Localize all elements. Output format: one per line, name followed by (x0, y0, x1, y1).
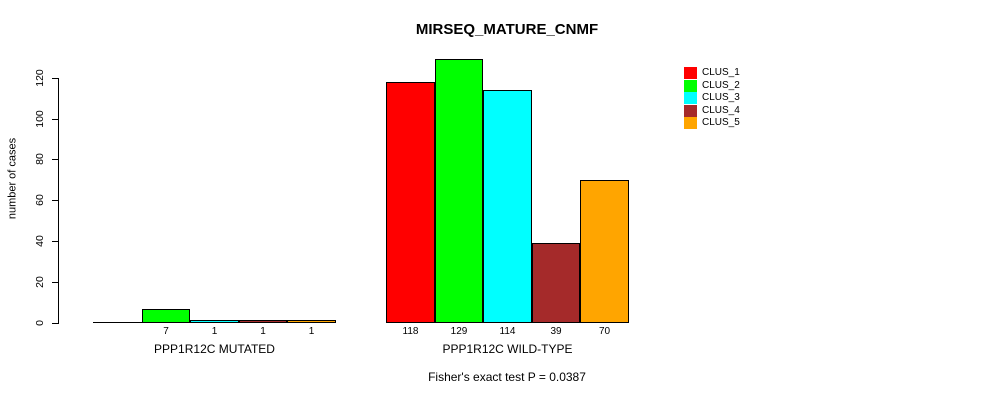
subtitle-pvalue: Fisher's exact test P = 0.0387 (428, 370, 586, 384)
bar (483, 90, 532, 323)
y-tick (52, 159, 58, 160)
legend-label: CLUS_2 (702, 79, 740, 91)
legend-label: CLUS_1 (702, 67, 740, 79)
y-tick (52, 119, 58, 120)
y-tick (52, 282, 58, 283)
bar-zero-height (93, 322, 142, 323)
y-tick (52, 200, 58, 201)
legend-label: CLUS_3 (702, 92, 740, 104)
y-tick (52, 78, 58, 79)
y-tick-label: 120 (34, 69, 46, 87)
bar-value-label: 1 (211, 326, 218, 337)
legend-color-swatch (684, 79, 697, 92)
legend-item: CLUS_1 (684, 67, 740, 80)
bar-value-label: 129 (450, 326, 468, 337)
y-axis-label: number of cases (6, 137, 19, 220)
y-tick (52, 323, 58, 324)
x-category-label: PPP1R12C WILD-TYPE (442, 342, 573, 356)
legend-item: CLUS_4 (684, 104, 740, 118)
bar (287, 320, 336, 323)
bar (580, 180, 629, 323)
legend-item: CLUS_5 (684, 117, 740, 130)
x-category-label: PPP1R12C MUTATED (154, 342, 275, 356)
legend-color-swatch (684, 104, 697, 117)
bar-value-label: 1 (260, 326, 266, 337)
bar-value-label: 70 (598, 326, 611, 337)
bar-value-label: 118 (402, 326, 419, 337)
legend-color-swatch (684, 117, 697, 130)
legend-color-swatch (684, 92, 697, 105)
bar (239, 320, 287, 323)
bar-value-label: 39 (550, 326, 562, 337)
bar (532, 243, 580, 323)
chart-title: MIRSEQ_MATURE_CNMF (415, 21, 599, 38)
bar (142, 309, 190, 323)
legend-item: CLUS_2 (684, 79, 740, 93)
legend-label: CLUS_5 (702, 117, 740, 129)
legend-label: CLUS_4 (702, 104, 740, 116)
legend: CLUS_1 CLUS_2 CLUS_3 CLUS_4 CLUS_5 (684, 67, 740, 130)
bar-value-label: 1 (308, 326, 315, 337)
legend-item: CLUS_3 (684, 92, 740, 105)
y-axis-line (58, 78, 59, 324)
bar-value-label: 114 (499, 326, 516, 337)
bar (190, 320, 239, 323)
legend-color-swatch (684, 67, 697, 80)
y-tick (52, 241, 58, 242)
bar (386, 82, 435, 323)
bar (435, 59, 483, 323)
bar-value-label: 7 (163, 326, 169, 337)
